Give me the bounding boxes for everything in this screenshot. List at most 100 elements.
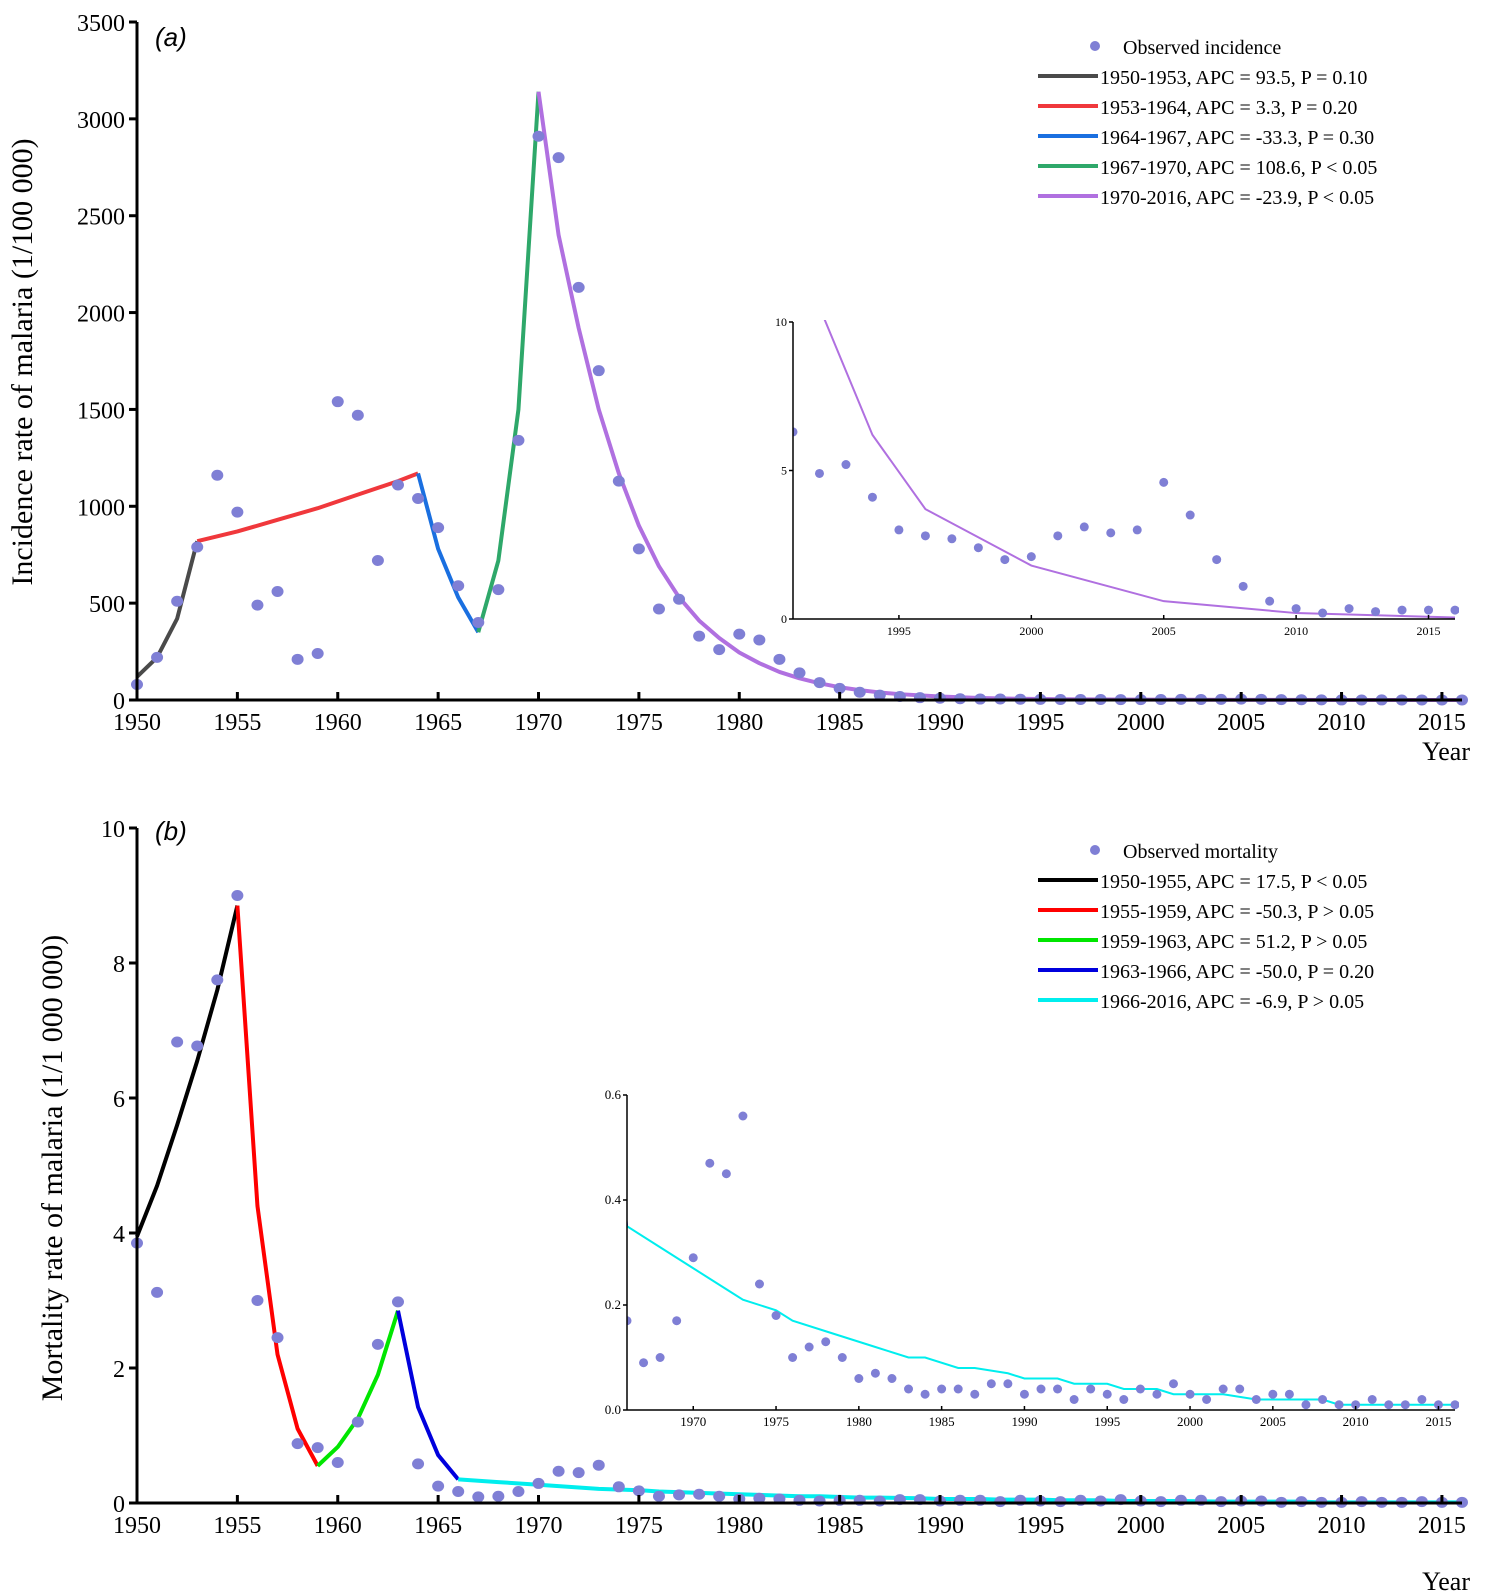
inset-observed-point bbox=[1152, 1389, 1162, 1399]
inset-observed-point bbox=[1026, 552, 1036, 562]
inset-x-tick-label: 1975 bbox=[763, 1414, 789, 1429]
inset-x-tick-label: 1980 bbox=[846, 1414, 872, 1429]
observed-point bbox=[291, 1438, 304, 1450]
observed-point bbox=[632, 1485, 645, 1497]
observed-point bbox=[572, 281, 585, 293]
x-tick-label: 2015 bbox=[1418, 710, 1466, 736]
inset-plot-area bbox=[511, 0, 1459, 1410]
inset-observed-point bbox=[1450, 1400, 1459, 1410]
y-tick-label: 1500 bbox=[77, 398, 125, 424]
x-tick-label: 1950 bbox=[113, 710, 161, 736]
observed-point bbox=[652, 603, 665, 615]
observed-point bbox=[612, 1481, 625, 1493]
panel-a-label: (a) bbox=[155, 22, 187, 52]
observed-point bbox=[331, 396, 344, 408]
observed-point bbox=[452, 580, 465, 592]
inset-observed-point bbox=[1019, 1389, 1029, 1399]
observed-point bbox=[311, 1442, 324, 1454]
inset-observed-point bbox=[1433, 1400, 1443, 1410]
panel-b-inset-chart: 0.0 0.2 0.4 0.6 1970 1975 1980 1985 1990 1995 2000… bbox=[511, 0, 1459, 1429]
y-tick-label: 2 bbox=[113, 1357, 125, 1383]
observed-point bbox=[412, 1458, 425, 1470]
inset-x-tick-label: 2010 bbox=[1343, 1414, 1369, 1429]
inset-observed-point bbox=[1086, 1384, 1096, 1394]
y-tick-label: 4 bbox=[113, 1222, 125, 1248]
x-tick-label: 2015 bbox=[1418, 1513, 1466, 1539]
trend-segment-1 bbox=[135, 540, 200, 679]
observed-point bbox=[532, 130, 545, 142]
inset-x-tick-label: 1970 bbox=[680, 1414, 706, 1429]
inset-x-tick-label: 2005 bbox=[1260, 1414, 1286, 1429]
inset-observed-point bbox=[1367, 1395, 1377, 1404]
observed-point bbox=[753, 634, 766, 646]
inset-observed-point bbox=[1053, 531, 1063, 541]
inset-observed-point bbox=[793, 427, 798, 437]
inset-observed-point bbox=[973, 543, 983, 553]
inset-observed-point bbox=[970, 1389, 980, 1399]
inset-observed-point bbox=[937, 1384, 947, 1394]
x-tick-label: 2005 bbox=[1217, 1513, 1265, 1539]
observed-point bbox=[231, 890, 244, 901]
inset-x-tick-label: 2010 bbox=[1284, 624, 1308, 638]
x-tick-label: 1960 bbox=[314, 1513, 362, 1539]
inset-observed-point bbox=[788, 1353, 798, 1362]
x-tick-label: 2010 bbox=[1318, 710, 1366, 736]
inset-x-tick-label: 2005 bbox=[1152, 624, 1176, 638]
inset-trend-segment-3 bbox=[511, 0, 577, 1121]
observed-point bbox=[592, 365, 605, 377]
x-tick-label: 1980 bbox=[715, 1513, 763, 1539]
inset-observed-point bbox=[854, 1374, 864, 1383]
inset-observed-point bbox=[1079, 522, 1089, 532]
y-tick-label: 1000 bbox=[77, 495, 125, 521]
inset-observed-point bbox=[1238, 581, 1248, 591]
inset-observed-point bbox=[721, 1169, 731, 1179]
inset-observed-point bbox=[1318, 1395, 1328, 1404]
inset-observed-point bbox=[1235, 1384, 1245, 1394]
panel-a-inset-chart: 0 5 10 1995 2000 2005 2010 2015 bbox=[775, 315, 1459, 638]
trend-segment-3 bbox=[316, 1310, 400, 1468]
observed-point bbox=[391, 1296, 404, 1308]
observed-point bbox=[492, 1490, 505, 1502]
inset-observed-point bbox=[1344, 604, 1354, 614]
y-tick-label: 8 bbox=[113, 952, 125, 978]
inset-observed-point bbox=[1400, 1400, 1410, 1410]
x-tick-label: 1950 bbox=[113, 1513, 161, 1539]
inset-y-tick-label: 0.2 bbox=[605, 1297, 621, 1312]
observed-point bbox=[432, 1480, 445, 1492]
x-tick-label: 1965 bbox=[414, 710, 462, 736]
x-tick-label: 1990 bbox=[916, 1513, 964, 1539]
inset-observed-point bbox=[1318, 608, 1328, 618]
inset-observed-point bbox=[705, 1158, 715, 1168]
trend-segment-4 bbox=[476, 91, 541, 633]
observed-point bbox=[512, 1486, 525, 1498]
observed-point bbox=[452, 1486, 465, 1498]
trend-segment-1 bbox=[135, 905, 240, 1238]
inset-observed-point bbox=[1218, 1384, 1228, 1394]
legend-label-observed: Observed mortality bbox=[1123, 841, 1278, 863]
inset-observed-point bbox=[1185, 510, 1195, 520]
inset-observed-point bbox=[821, 1337, 831, 1347]
observed-point bbox=[472, 1491, 485, 1503]
panel-a-y-axis-title: Incidence rate of malaria (1/100 000) bbox=[6, 138, 39, 585]
inset-observed-point bbox=[887, 1374, 897, 1383]
observed-point bbox=[211, 469, 224, 481]
x-tick-label: 1995 bbox=[1016, 710, 1064, 736]
inset-observed-point bbox=[804, 1342, 814, 1352]
inset-observed-point bbox=[1424, 605, 1434, 615]
inset-observed-point bbox=[1000, 555, 1010, 565]
x-tick-label: 2000 bbox=[1117, 1513, 1165, 1539]
observed-point bbox=[512, 434, 525, 446]
inset-observed-point bbox=[639, 1358, 649, 1368]
observed-point bbox=[251, 1295, 264, 1306]
legend-label-5: 1966-2016, APC = -6.9, P > 0.05 bbox=[1100, 991, 1364, 1013]
observed-point bbox=[713, 644, 726, 656]
legend-label-4: 1967-1970, APC = 108.6, P < 0.05 bbox=[1100, 157, 1377, 179]
inset-x-tick-label: 2000 bbox=[1019, 624, 1043, 638]
x-tick-label: 1980 bbox=[715, 710, 763, 736]
observed-point bbox=[1255, 1495, 1268, 1507]
y-tick-label: 500 bbox=[89, 592, 125, 618]
inset-observed-point bbox=[1397, 605, 1407, 615]
panel-a-x-axis-title: Year bbox=[1422, 737, 1470, 766]
legend-marker-observed bbox=[1090, 41, 1100, 51]
